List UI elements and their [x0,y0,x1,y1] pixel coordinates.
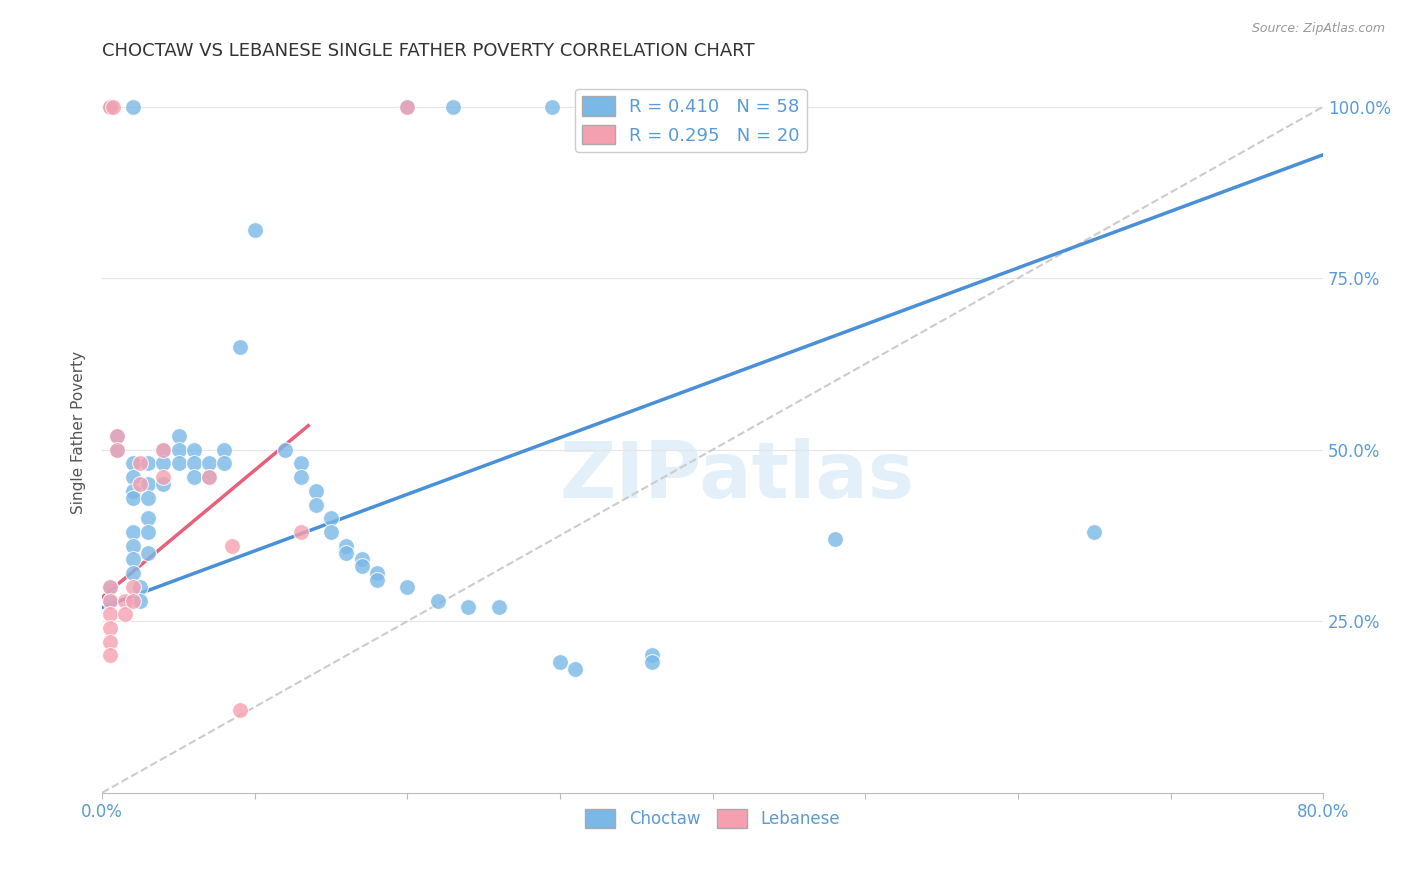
Point [129,457,152,471]
Point [98,100,121,114]
Point [198,470,221,484]
Point [396,100,419,114]
Point [107,429,129,443]
Point [129,593,152,607]
Legend: Choctaw, Lebanese: Choctaw, Lebanese [579,803,846,835]
Point [152,457,174,471]
Point [98,621,121,635]
Point [366,566,388,581]
Point [114,593,136,607]
Point [121,593,143,607]
Point [396,100,419,114]
Point [114,607,136,622]
Point [136,545,159,559]
Text: Source: ZipAtlas.com: Source: ZipAtlas.com [1251,22,1385,36]
Point [274,442,297,457]
Point [121,100,143,114]
Point [98,100,121,114]
Point [335,545,357,559]
Point [121,457,143,471]
Point [548,656,571,670]
Point [305,483,328,498]
Point [167,442,190,457]
Point [152,470,174,484]
Point [98,593,121,607]
Point [121,524,143,539]
Point [228,340,250,354]
Point [441,100,464,114]
Point [121,483,143,498]
Point [1083,524,1105,539]
Point [214,442,236,457]
Point [640,656,662,670]
Point [98,580,121,594]
Point [305,498,328,512]
Point [121,566,143,581]
Point [152,442,174,457]
Point [228,703,250,717]
Point [98,100,121,114]
Point [136,457,159,471]
Point [243,223,266,237]
Point [107,429,129,443]
Point [136,524,159,539]
Point [321,524,343,539]
Point [366,573,388,587]
Point [198,470,221,484]
Point [350,552,373,566]
Point [290,457,312,471]
Point [183,442,205,457]
Point [152,442,174,457]
Point [136,491,159,505]
Point [136,477,159,491]
Point [541,100,564,114]
Point [335,539,357,553]
Point [121,552,143,566]
Point [101,100,124,114]
Point [167,457,190,471]
Point [396,580,419,594]
Point [121,580,143,594]
Point [321,511,343,525]
Point [129,477,152,491]
Point [221,539,243,553]
Point [121,470,143,484]
Text: CHOCTAW VS LEBANESE SINGLE FATHER POVERTY CORRELATION CHART: CHOCTAW VS LEBANESE SINGLE FATHER POVERT… [103,42,755,60]
Point [98,580,121,594]
Point [564,662,586,676]
Point [98,634,121,648]
Y-axis label: Single Father Poverty: Single Father Poverty [72,351,86,514]
Point [98,593,121,607]
Point [640,648,662,663]
Point [136,511,159,525]
Point [824,532,846,546]
Text: ZIPatlas: ZIPatlas [560,438,914,514]
Point [121,491,143,505]
Point [121,539,143,553]
Point [457,600,479,615]
Point [290,470,312,484]
Point [350,559,373,574]
Point [214,457,236,471]
Point [98,607,121,622]
Point [183,457,205,471]
Point [107,442,129,457]
Point [152,477,174,491]
Point [98,648,121,663]
Point [129,580,152,594]
Point [183,470,205,484]
Point [107,442,129,457]
Point [488,600,510,615]
Point [198,457,221,471]
Point [290,524,312,539]
Point [426,593,449,607]
Point [167,429,190,443]
